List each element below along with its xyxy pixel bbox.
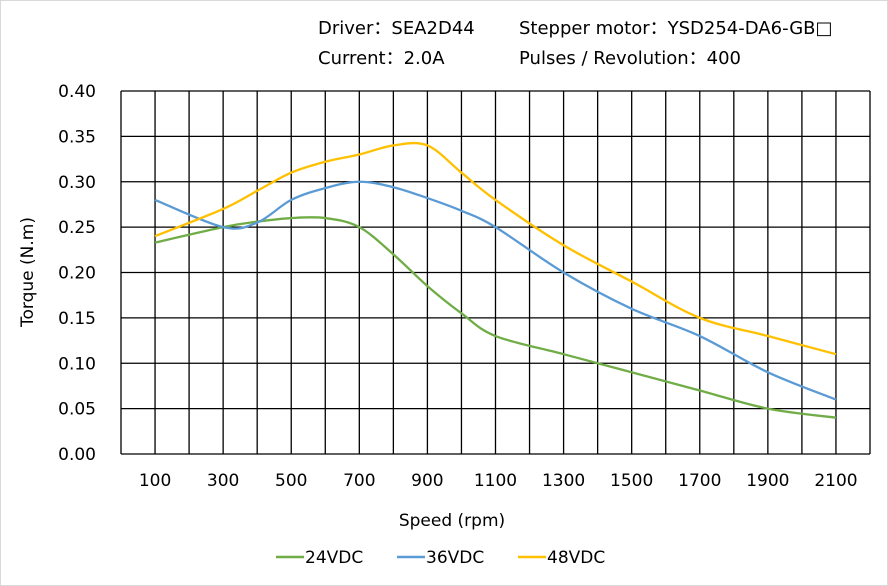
x-tick-label: 1900 [746, 471, 789, 491]
y-tick-label: 0.40 [58, 82, 96, 102]
x-tick-label: 900 [411, 471, 443, 491]
current-label: Current：2.0A [318, 48, 445, 69]
series-line-36vdc [154, 180, 837, 401]
motor-label: Stepper motor：YSD254-DA6-GB□ [519, 18, 833, 39]
legend-label: 24VDC [305, 548, 363, 568]
y-tick-label: 0.35 [58, 127, 96, 147]
x-tick-label: 100 [139, 471, 171, 491]
y-tick-label: 0.30 [58, 173, 96, 193]
y-tick-label: 0.10 [58, 354, 96, 374]
legend-label: 48VDC [547, 548, 605, 568]
y-tick-label: 0.20 [58, 264, 96, 284]
x-tick-label: 1100 [474, 471, 517, 491]
x-tick-label: 1300 [542, 471, 585, 491]
y-tick-label: 0.00 [58, 445, 96, 465]
x-tick-label: 300 [207, 471, 239, 491]
x-tick-label: 1500 [610, 471, 653, 491]
series-line-48vdc [154, 141, 837, 356]
pulses-label: Pulses / Revolution：400 [519, 48, 741, 69]
x-axis-label: Speed (rpm) [399, 511, 505, 531]
legend-item-36vdc: 36VDC [397, 548, 484, 568]
series-line-24vdc [154, 216, 837, 419]
x-tick-label: 2100 [814, 471, 857, 491]
driver-label: Driver：SEA2D44 [318, 18, 475, 39]
y-axis-label: Torque (N.m) [18, 217, 38, 328]
y-tick-label: 0.15 [58, 309, 96, 329]
legend-label: 36VDC [426, 548, 484, 568]
legend-item-24vdc: 24VDC [276, 548, 363, 568]
x-tick-label: 1700 [678, 471, 721, 491]
x-tick-label: 500 [275, 471, 307, 491]
y-tick-label: 0.05 [58, 400, 96, 420]
y-tick-label: 0.25 [58, 218, 96, 238]
legend-item-48vdc: 48VDC [518, 548, 605, 568]
x-tick-label: 700 [343, 471, 375, 491]
